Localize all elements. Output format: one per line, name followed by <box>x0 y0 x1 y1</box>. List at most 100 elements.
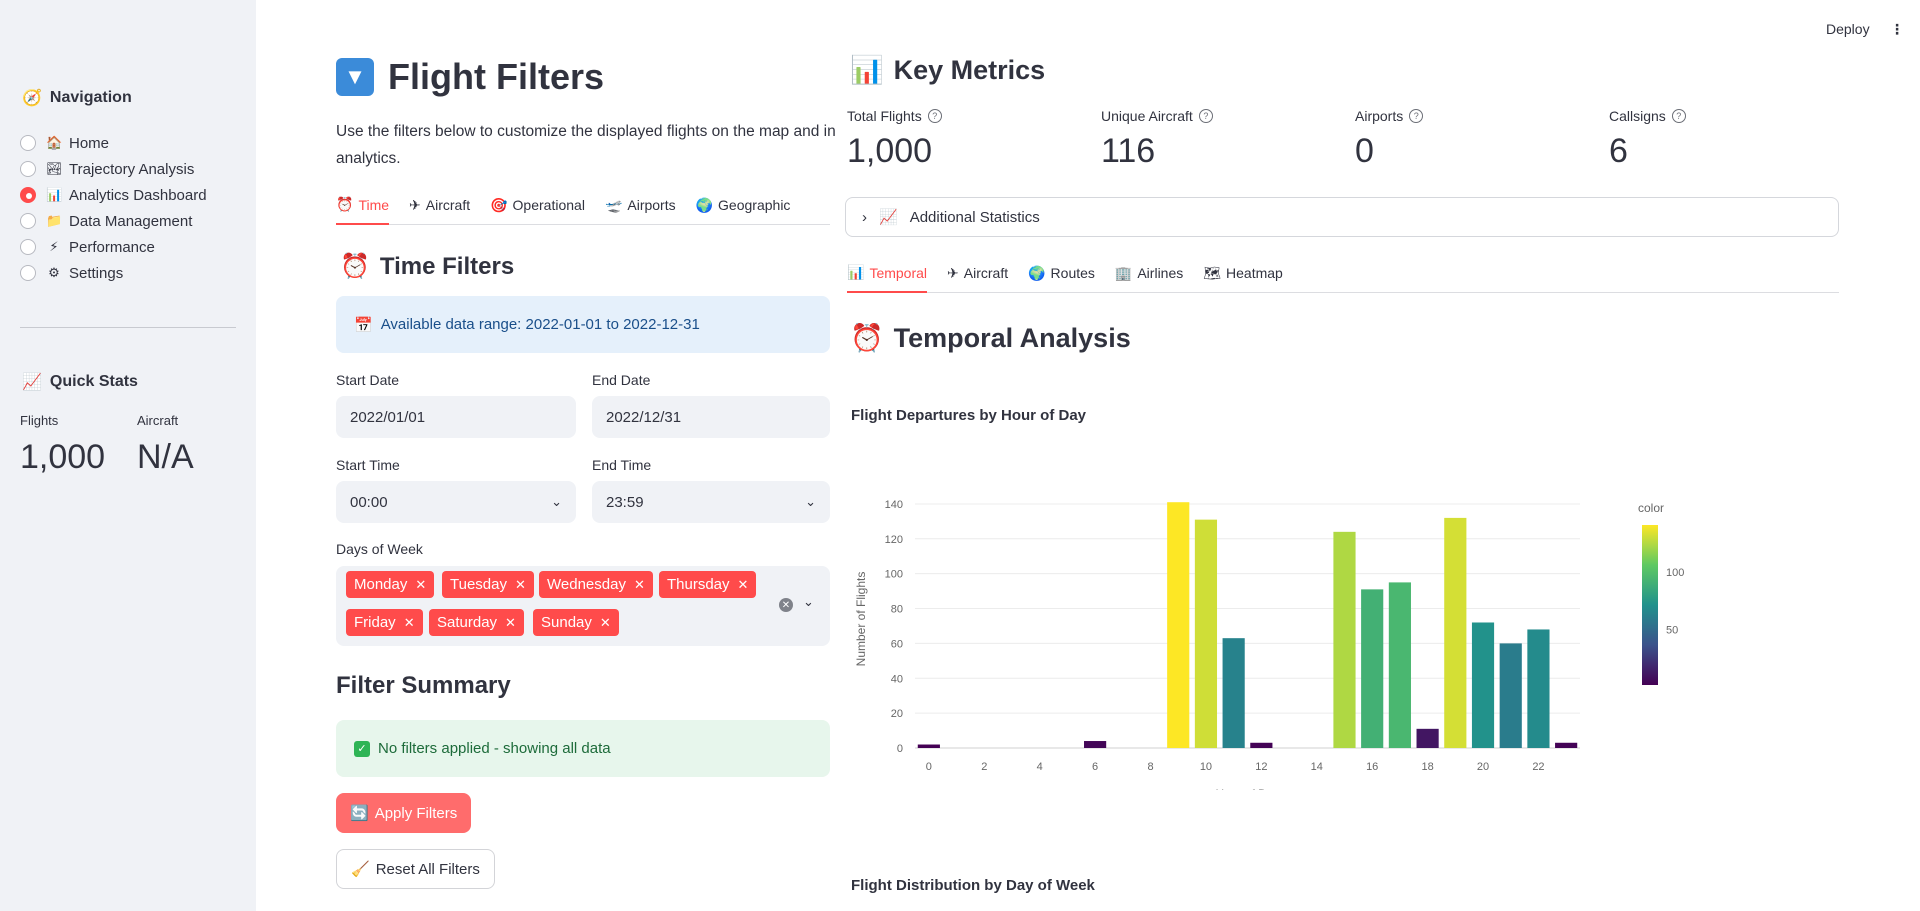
alarm-clock-icon: ⏰ <box>340 252 370 281</box>
day-chip-saturday: Saturday ✕ <box>429 609 524 636</box>
tab-heatmap[interactable]: 🗺 Heatmap <box>1203 264 1283 292</box>
metric-label-callsigns: Callsigns? <box>1609 108 1686 124</box>
refresh-icon: 🔄 <box>350 804 369 822</box>
success-text: No filters applied - showing all data <box>378 740 611 757</box>
radio-button[interactable] <box>20 265 36 281</box>
x-axis-label: Hour of Day <box>1215 787 1279 790</box>
metric-value-unique-aircraft: 116 <box>1101 132 1155 171</box>
remove-icon[interactable]: ✕ <box>415 577 426 593</box>
chart-title-hourly: Flight Departures by Hour of Day <box>851 407 1086 424</box>
select-value: 00:00 <box>350 494 388 511</box>
bar <box>1167 502 1189 748</box>
chevron-down-icon: ⌄ <box>551 494 562 510</box>
metric-label-unique-aircraft: Unique Aircraft? <box>1101 108 1213 124</box>
end-time-select[interactable]: 23:59 ⌄ <box>592 481 830 523</box>
bar <box>1527 629 1549 748</box>
radio-button[interactable] <box>20 213 36 229</box>
radio-button[interactable] <box>20 239 36 255</box>
day-chip-thursday: Thursday ✕ <box>659 571 756 598</box>
day-chip-sunday: Sunday ✕ <box>533 609 619 636</box>
section-title: Temporal Analysis <box>894 323 1131 354</box>
x-tick-label: 18 <box>1421 761 1433 773</box>
remove-icon[interactable]: ✕ <box>515 577 526 593</box>
stat-value-aircraft: N/A <box>137 438 194 477</box>
help-icon[interactable]: ? <box>1672 109 1686 123</box>
clear-all-icon[interactable]: ✕ <box>779 598 793 612</box>
filter-summary-heading: Filter Summary <box>336 672 511 700</box>
colorbar-tick-label: 50 <box>1666 625 1678 637</box>
bar-chart-icon: 📊 <box>850 54 884 86</box>
button-label: Reset All Filters <box>376 861 480 878</box>
info-alert: 📅 Available data range: 2022-01-01 to 20… <box>336 296 830 353</box>
nav-item-label: Settings <box>69 265 123 282</box>
deploy-button[interactable]: Deploy <box>1826 21 1870 37</box>
chevron-right-icon: › <box>862 209 867 226</box>
tab-aircraft[interactable]: ✈ Aircraft <box>409 196 470 224</box>
x-tick-label: 12 <box>1255 761 1267 773</box>
tab-airlines[interactable]: 🏢 Airlines <box>1115 264 1183 292</box>
remove-icon[interactable]: ✕ <box>634 577 645 593</box>
help-icon[interactable]: ? <box>1409 109 1423 123</box>
x-tick-label: 10 <box>1200 761 1212 773</box>
tab-time[interactable]: ⏰ Time <box>336 196 389 225</box>
broom-icon: 🧹 <box>351 860 370 878</box>
metric-label-total-flights: Total Flights? <box>847 108 942 124</box>
nav-item-data-management[interactable]: 📁 Data Management <box>20 208 207 234</box>
alarm-clock-icon: ⏰ <box>850 322 884 354</box>
help-icon[interactable]: ? <box>1199 109 1213 123</box>
lightning-icon: ⚡ <box>46 239 62 255</box>
tab-temporal[interactable]: 📊 Temporal <box>847 264 927 293</box>
nav-item-home[interactable]: 🏠 Home <box>20 130 207 156</box>
start-time-select[interactable]: 00:00 ⌄ <box>336 481 576 523</box>
y-tick-label: 60 <box>891 638 903 650</box>
bar <box>1361 589 1383 748</box>
days-of-week-label: Days of Week <box>336 541 423 557</box>
radio-button[interactable] <box>20 161 36 177</box>
sidebar-divider <box>20 327 236 328</box>
nav-item-trajectory-analysis[interactable]: 🏞 Trajectory Analysis <box>20 156 207 182</box>
calendar-icon: 📅 <box>354 316 373 334</box>
airplane-icon: ✈ <box>409 197 421 214</box>
remove-icon[interactable]: ✕ <box>738 577 749 593</box>
remove-icon[interactable]: ✕ <box>404 615 415 631</box>
metric-value-airports: 0 <box>1355 132 1374 171</box>
globe-icon: 🌍 <box>696 197 713 214</box>
radio-button[interactable] <box>20 135 36 151</box>
bar <box>1250 743 1272 748</box>
apply-filters-button[interactable]: 🔄 Apply Filters <box>336 793 471 833</box>
nav-item-performance[interactable]: ⚡ Performance <box>20 234 207 260</box>
nav-item-label: Data Management <box>69 213 192 230</box>
start-date-input[interactable]: 2022/01/01 <box>336 396 576 438</box>
chevron-down-icon[interactable]: ⌄ <box>803 594 814 610</box>
day-chip-friday: Friday ✕ <box>346 609 423 636</box>
tab-airports[interactable]: 🛫 Airports <box>605 196 676 224</box>
radio-button-selected[interactable] <box>20 187 36 203</box>
colorbar-tick-label: 100 <box>1666 567 1684 579</box>
chart-title-day-of-week: Flight Distribution by Day of Week <box>851 877 1095 894</box>
tab-label: Heatmap <box>1226 265 1283 281</box>
check-mark-icon: ✓ <box>354 741 370 757</box>
tab-geographic[interactable]: 🌍 Geographic <box>696 196 791 224</box>
tab-operational[interactable]: 🎯 Operational <box>490 196 585 224</box>
help-icon[interactable]: ? <box>928 109 942 123</box>
bar <box>1444 518 1466 748</box>
remove-icon[interactable]: ✕ <box>600 615 611 631</box>
tab-label: Airports <box>627 197 675 213</box>
tab-routes[interactable]: 🌍 Routes <box>1028 264 1095 292</box>
select-value: 23:59 <box>606 494 644 511</box>
end-date-input[interactable]: 2022/12/31 <box>592 396 830 438</box>
reset-filters-button[interactable]: 🧹 Reset All Filters <box>336 849 495 889</box>
remove-icon[interactable]: ✕ <box>505 615 516 631</box>
x-tick-label: 20 <box>1477 761 1489 773</box>
metric-label-text: Unique Aircraft <box>1101 108 1193 124</box>
tab-label: Operational <box>513 197 585 213</box>
bar <box>1084 741 1106 748</box>
nav-item-analytics-dashboard[interactable]: 📊 Analytics Dashboard <box>20 182 207 208</box>
nav-item-settings[interactable]: ⚙ Settings <box>20 260 207 286</box>
main-menu-icon[interactable]: ⋮ <box>1890 21 1904 38</box>
x-tick-label: 8 <box>1147 761 1153 773</box>
tab-aircraft-analysis[interactable]: ✈ Aircraft <box>947 264 1008 292</box>
down-button-icon: ▼ <box>336 58 374 96</box>
bar <box>1472 622 1494 748</box>
additional-statistics-expander[interactable]: › 📈 Additional Statistics <box>845 197 1839 237</box>
